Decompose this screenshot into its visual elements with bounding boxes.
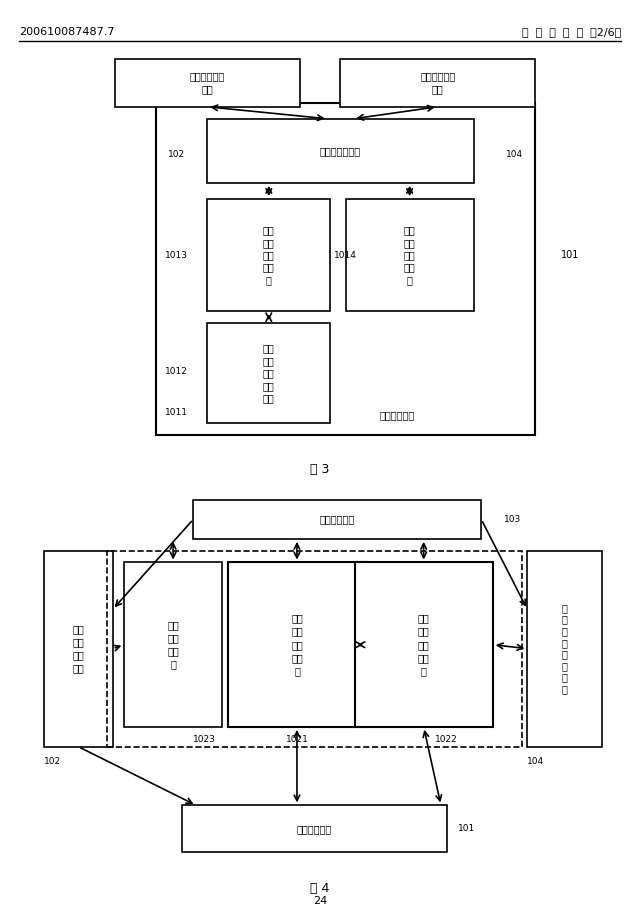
- Text: 1021: 1021: [285, 735, 308, 743]
- FancyBboxPatch shape: [44, 550, 113, 747]
- Bar: [107, 550, 522, 747]
- Text: 1023: 1023: [193, 735, 216, 743]
- FancyBboxPatch shape: [228, 562, 366, 727]
- Text: 1011: 1011: [165, 408, 188, 417]
- Text: 网络
接入
点选
择子
模块: 网络 接入 点选 择子 模块: [263, 343, 275, 404]
- Text: 24: 24: [313, 896, 327, 906]
- Text: 200610087487.7: 200610087487.7: [19, 27, 115, 36]
- FancyBboxPatch shape: [124, 562, 222, 727]
- Text: 数据处理模块: 数据处理模块: [296, 824, 332, 834]
- FancyBboxPatch shape: [527, 550, 602, 747]
- Text: 104: 104: [506, 150, 523, 159]
- Text: 网络
链路
处理
子模
块: 网络 链路 处理 子模 块: [263, 225, 275, 285]
- Text: 说  明  书  附  图  第2/6页: 说 明 书 附 图 第2/6页: [522, 27, 621, 36]
- FancyBboxPatch shape: [340, 58, 535, 107]
- FancyBboxPatch shape: [115, 58, 300, 107]
- Text: 用户界面模块: 用户界面模块: [319, 515, 355, 525]
- Text: 1014: 1014: [334, 251, 357, 260]
- FancyBboxPatch shape: [207, 199, 330, 312]
- Text: 101: 101: [561, 251, 579, 260]
- Text: 1022: 1022: [435, 735, 458, 743]
- Text: 图 4: 图 4: [310, 882, 330, 895]
- FancyBboxPatch shape: [207, 323, 330, 424]
- Text: 104: 104: [527, 758, 545, 766]
- Text: 图 3: 图 3: [310, 463, 330, 476]
- Text: 地图
脚本
解析
子模
块: 地图 脚本 解析 子模 块: [418, 613, 429, 676]
- Text: 脚本解析语言
模块: 脚本解析语言 模块: [189, 71, 225, 95]
- FancyBboxPatch shape: [207, 118, 474, 183]
- Text: 101: 101: [458, 824, 476, 834]
- Text: 事件
控制
子模
块: 事件 控制 子模 块: [167, 619, 179, 670]
- Text: 1013: 1013: [165, 251, 188, 260]
- Text: 本地
文件
访问
子模
块: 本地 文件 访问 子模 块: [404, 225, 415, 285]
- Text: 页面
脚本
解析
子模
块: 页面 脚本 解析 子模 块: [291, 613, 303, 676]
- Text: 数据控制子模块: 数据控制子模块: [320, 146, 361, 156]
- Text: 业务逻辑处理
模块: 业务逻辑处理 模块: [420, 71, 456, 95]
- FancyBboxPatch shape: [355, 562, 493, 727]
- FancyBboxPatch shape: [182, 805, 447, 853]
- FancyBboxPatch shape: [156, 103, 535, 435]
- Text: 102: 102: [44, 758, 61, 766]
- Text: 103: 103: [504, 515, 522, 524]
- Text: 1012: 1012: [165, 367, 188, 376]
- Text: 数据处理模块: 数据处理模块: [379, 411, 415, 420]
- FancyBboxPatch shape: [193, 500, 481, 539]
- Text: 脚本
语言
解析
模块: 脚本 语言 解析 模块: [72, 624, 84, 673]
- FancyBboxPatch shape: [346, 199, 474, 312]
- Text: 102: 102: [168, 150, 185, 159]
- Text: 业
务
逻
辑
处
理
模
块: 业 务 逻 辑 处 理 模 块: [562, 603, 568, 694]
